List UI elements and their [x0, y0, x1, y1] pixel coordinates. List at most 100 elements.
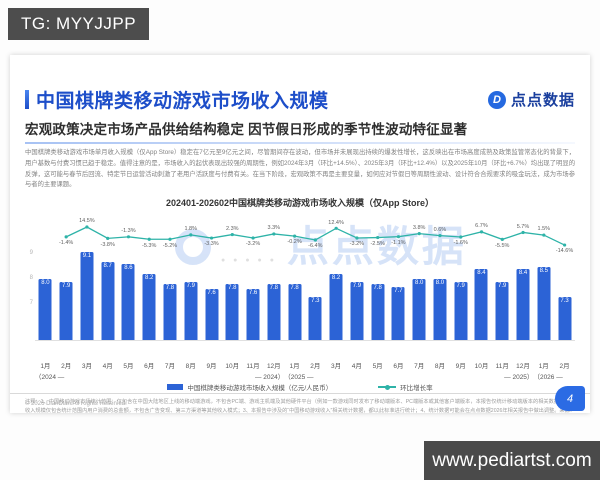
chart-column: 8.7 -3.8% [97, 212, 118, 360]
chart-column: 7.7 -1.1% [388, 212, 409, 360]
chart-column: 7.6 -3.3% [201, 212, 222, 360]
month-label: 11月 [495, 363, 509, 371]
chart-column: 7.8 2.3% [222, 212, 243, 360]
footer-divider [10, 393, 590, 394]
revenue-bar: 8.0 [38, 279, 52, 341]
year-group: （2025 — — 2025） [284, 371, 533, 381]
y-axis-tick: 7 [29, 300, 33, 307]
revenue-bar: 9.1 [80, 251, 94, 341]
bar-value-label: 9.1 [82, 252, 92, 259]
month-label: 10月 [474, 363, 489, 371]
bar-value-label: 8.0 [435, 280, 445, 287]
bar-value-label: 7.9 [498, 282, 507, 289]
chart-column: 9.1 14.5% [77, 212, 98, 360]
bar-value-label: 7.8 [228, 285, 237, 292]
bar-value-label: 7.9 [352, 282, 362, 289]
bar-value-label: 8.0 [41, 280, 50, 287]
mom-growth-label: 1.8% [184, 226, 198, 233]
badge-text: TG: MYYJJPP [21, 14, 137, 33]
chart-column: 8.6 -1.3% [118, 212, 139, 360]
slide-header: 中国棋牌类移动游戏市场收入规模 D 点点数据 [25, 86, 575, 113]
year-open-label: （2026 — [533, 374, 563, 382]
bar-value-label: 8.7 [103, 262, 112, 269]
chart-column: 8.0 0.6% [430, 212, 451, 360]
legend-item-growth: 环比增长率 [378, 382, 433, 392]
x-axis-year-groups: （2024 — — 2024） （2025 — — 2025） （2026 — [35, 370, 575, 382]
bar-value-label: 7.3 [311, 297, 320, 304]
bar-value-label: 8.2 [145, 275, 154, 282]
month-label: 2月 [310, 363, 321, 371]
revenue-bar: 7.6 [205, 289, 218, 341]
revenue-bar: 7.3 [558, 296, 572, 341]
mom-growth-label: -1.1% [391, 239, 406, 246]
month-label: 3月 [331, 363, 342, 371]
chart-column: 8.0 3.8% [409, 212, 430, 360]
mom-growth-label: 12.4% [328, 219, 344, 226]
month-label: 7月 [164, 363, 176, 371]
bar-value-label: 7.9 [61, 282, 71, 289]
revenue-bar: 8.2 [329, 274, 343, 341]
plot-area: 8.0 7.9 -1.4% 9.1 14.5% 8.7 -3.8% 8.6 -1.3% 8.2 -5… [35, 212, 575, 360]
legend-item-revenue: 中国棋牌类移动游戏市场收入规模（亿元/人民币） [167, 382, 332, 392]
chart-column: 8.2 12.4% [326, 212, 347, 360]
month-label: 1月 [40, 363, 51, 371]
bar-value-label: 7.8 [290, 285, 299, 292]
month-label: 12月 [266, 363, 281, 371]
month-label: 5月 [123, 363, 134, 371]
chart-column: 7.8 -5.2% [160, 212, 181, 360]
mom-growth-label: -1.3% [121, 228, 136, 235]
year-group: （2026 — [533, 371, 575, 381]
mom-growth-label: 0.6% [433, 226, 447, 233]
month-label: 5月 [372, 363, 383, 371]
chart-column: 7.8 3.3% [263, 212, 284, 360]
x-axis-baseline [35, 340, 575, 342]
mom-growth-label: -3.8% [100, 241, 115, 248]
chart-column: 7.9 -1.4% [56, 212, 77, 360]
chart-column: 7.6 -3.2% [243, 212, 264, 360]
month-label: 6月 [393, 363, 404, 371]
chart-column: 8.4 5.7% [513, 212, 534, 360]
header-divider [25, 142, 575, 144]
mom-growth-label: -5.3% [142, 242, 157, 249]
revenue-bar: 7.7 [391, 286, 405, 341]
chart-column: 7.3 -6.4% [305, 212, 326, 360]
bar-value-label: 7.8 [269, 285, 278, 292]
mom-growth-label: -0.2% [287, 239, 302, 246]
chart-column: 7.9 -1.6% [450, 212, 471, 360]
revenue-bar: 7.9 [495, 281, 509, 341]
chart-column: 8.4 6.7% [471, 212, 492, 360]
bar-swatch [167, 384, 184, 391]
chart-column: 7.9 1.8% [180, 212, 201, 360]
bar-value-label: 8.2 [331, 275, 341, 282]
revenue-bar: 8.5 [537, 266, 551, 341]
revenue-bar: 8.2 [142, 274, 156, 341]
chart-column: 8.0 [35, 212, 56, 360]
diandian-logo-text: 点点数据 [510, 92, 575, 109]
diandian-logo-icon: D [487, 90, 506, 109]
mom-growth-label: 3.8% [412, 224, 426, 231]
footnote: 注释：1、中国移动游戏市场统计范围：仅包含在中国大陆地区上线的移动端游戏，不包含… [25, 399, 575, 413]
mom-growth-label: -5.5% [495, 242, 510, 249]
month-label: 4月 [351, 363, 362, 371]
page-title: 中国棋牌类移动游戏市场收入规模 [36, 91, 329, 112]
mom-growth-label: 3.3% [267, 225, 281, 232]
year-close-label: — 2024） [254, 374, 285, 382]
mom-growth-label: -5.2% [162, 242, 178, 249]
mom-growth-label: -6.4% [308, 243, 323, 250]
bar-value-label: 8.0 [414, 280, 424, 287]
revenue-bar: 7.9 [184, 281, 198, 341]
copyright-text: © 2026 DianDian.All Rights Reserved. [25, 401, 127, 407]
slide-subtitle: 宏观政策决定市场产品供给结构稳定 因节假日形成的季节性波动特征显著 [25, 122, 468, 137]
month-label: 10月 [225, 363, 240, 371]
title-block: 中国棋牌类移动游戏市场收入规模 [25, 86, 329, 113]
chart-column: 7.9 -5.5% [492, 212, 513, 360]
year-open-label: （2025 — [284, 374, 314, 382]
revenue-bar: 8.6 [121, 264, 135, 341]
year-close-label: — 2025） [504, 374, 534, 382]
mom-growth-label: 5.7% [516, 223, 530, 230]
chart-column: 7.3 -14.6% [554, 212, 575, 360]
revenue-bar: 7.6 [246, 289, 260, 341]
revenue-bar: 8.4 [474, 269, 488, 341]
month-label: 1月 [289, 363, 300, 371]
month-label: 8月 [185, 363, 196, 371]
